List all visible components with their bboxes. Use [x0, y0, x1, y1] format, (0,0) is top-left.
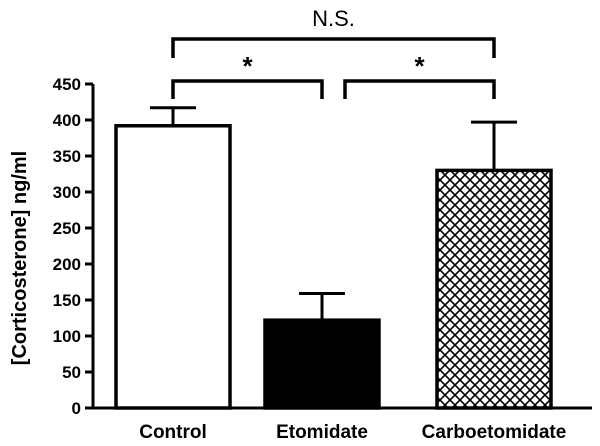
significance-bracket: N.S. [171, 6, 496, 58]
y-tick-label: 0 [72, 399, 81, 418]
significance-label: * [414, 51, 425, 81]
y-tick-label: 150 [53, 291, 81, 310]
x-tick-label: Carboetomidate [422, 422, 567, 443]
bracket-line [171, 79, 324, 99]
error-bar-etomidate [299, 292, 345, 321]
significance-label: N.S. [312, 6, 355, 31]
y-tick-label: 250 [53, 219, 81, 238]
significance-brackets: * * N.S. [171, 6, 496, 99]
y-axis-ticks: 0 50 100 150 200 250 300 350 400 450 [53, 75, 93, 418]
axes [91, 84, 592, 410]
significance-label: * [242, 51, 253, 81]
significance-bracket: * [171, 51, 324, 99]
error-bar-carboetomidate [471, 120, 517, 171]
category-labels: Control Etomidate Carboetomidate [139, 422, 566, 443]
bars [114, 124, 553, 410]
bracket-line [171, 37, 496, 58]
significance-bracket: * [343, 51, 496, 99]
bar-etomidate [263, 318, 381, 410]
y-tick-label: 450 [53, 75, 81, 94]
bracket-line [343, 79, 496, 99]
y-tick-label: 400 [53, 111, 81, 130]
x-tick-label: Control [139, 422, 207, 443]
y-tick-label: 100 [53, 327, 81, 346]
x-tick-label: Etomidate [276, 422, 368, 443]
y-tick-label: 350 [53, 147, 81, 166]
y-tick-label: 200 [53, 255, 81, 274]
y-tick-label: 300 [53, 183, 81, 202]
bar-carboetomidate [435, 168, 553, 410]
y-axis-title: [Corticosterone] ng/ml [9, 151, 31, 365]
error-bar-control [150, 106, 196, 126]
error-bars [150, 106, 517, 321]
bar-control [114, 124, 232, 410]
y-tick-label: 50 [62, 363, 81, 382]
